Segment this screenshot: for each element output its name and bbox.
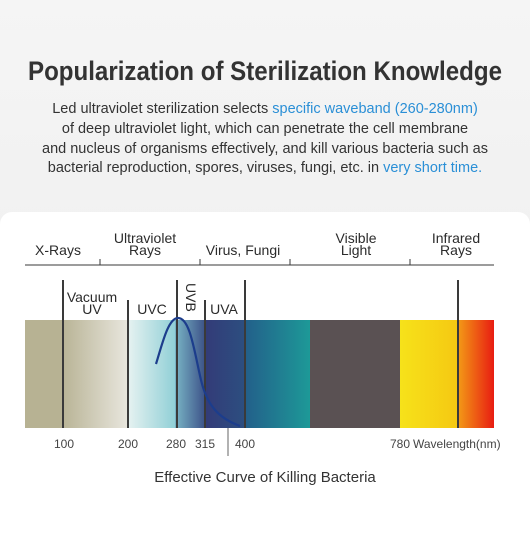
region-label: Infrared [432, 230, 480, 246]
text-segment: of deep ultraviolet light, which can pen… [62, 121, 468, 137]
text-segment: Led ultraviolet sterilization selects [52, 101, 272, 117]
axis-tick-label: 100 [54, 437, 74, 451]
region-label: Rays [440, 242, 472, 258]
highlight-text: very short time. [383, 160, 482, 176]
axis-tick-label: 315 [195, 437, 215, 451]
killing-curve [154, 316, 241, 428]
axis-tick-label: 200 [118, 437, 138, 451]
region-label: X-Rays [35, 242, 81, 258]
band-label: UVB [183, 283, 199, 312]
axis-tick-label: 280 [166, 437, 186, 451]
caption: Effective Curve of Killing Bacteria [154, 469, 376, 486]
band-label: Vacuum [67, 289, 117, 305]
spectrum [25, 320, 494, 428]
description: Led ultraviolet sterilization selects sp… [42, 101, 488, 176]
text-segment: bacterial reproduction, spores, viruses,… [48, 160, 383, 176]
region-label: Ultraviolet [114, 230, 176, 246]
region-label: Visible [336, 230, 377, 246]
dividers [25, 259, 494, 456]
region-label: Rays [129, 242, 161, 258]
band-label: UVA [210, 301, 238, 317]
highlight-text: specific waveband (260-280nm) [272, 101, 478, 117]
axis-label: Wavelength(nm) [413, 437, 501, 451]
axis-tick-label: 780 [390, 437, 410, 451]
description-line: bacterial reproduction, spores, viruses,… [48, 160, 482, 176]
band-label: UVC [137, 301, 167, 317]
band-label: UV [82, 301, 102, 317]
title: Popularization of Sterilization Knowledg… [28, 56, 502, 86]
region-label: Virus, Fungi [206, 242, 280, 258]
region-label: Light [341, 242, 371, 258]
description-line: of deep ultraviolet light, which can pen… [62, 121, 468, 137]
axis-tick-label: 400 [235, 437, 255, 451]
description-line: Led ultraviolet sterilization selects sp… [52, 101, 478, 117]
description-line: and nucleus of organisms effectively, an… [42, 141, 488, 157]
text-segment: and nucleus of organisms effectively, an… [42, 141, 488, 157]
